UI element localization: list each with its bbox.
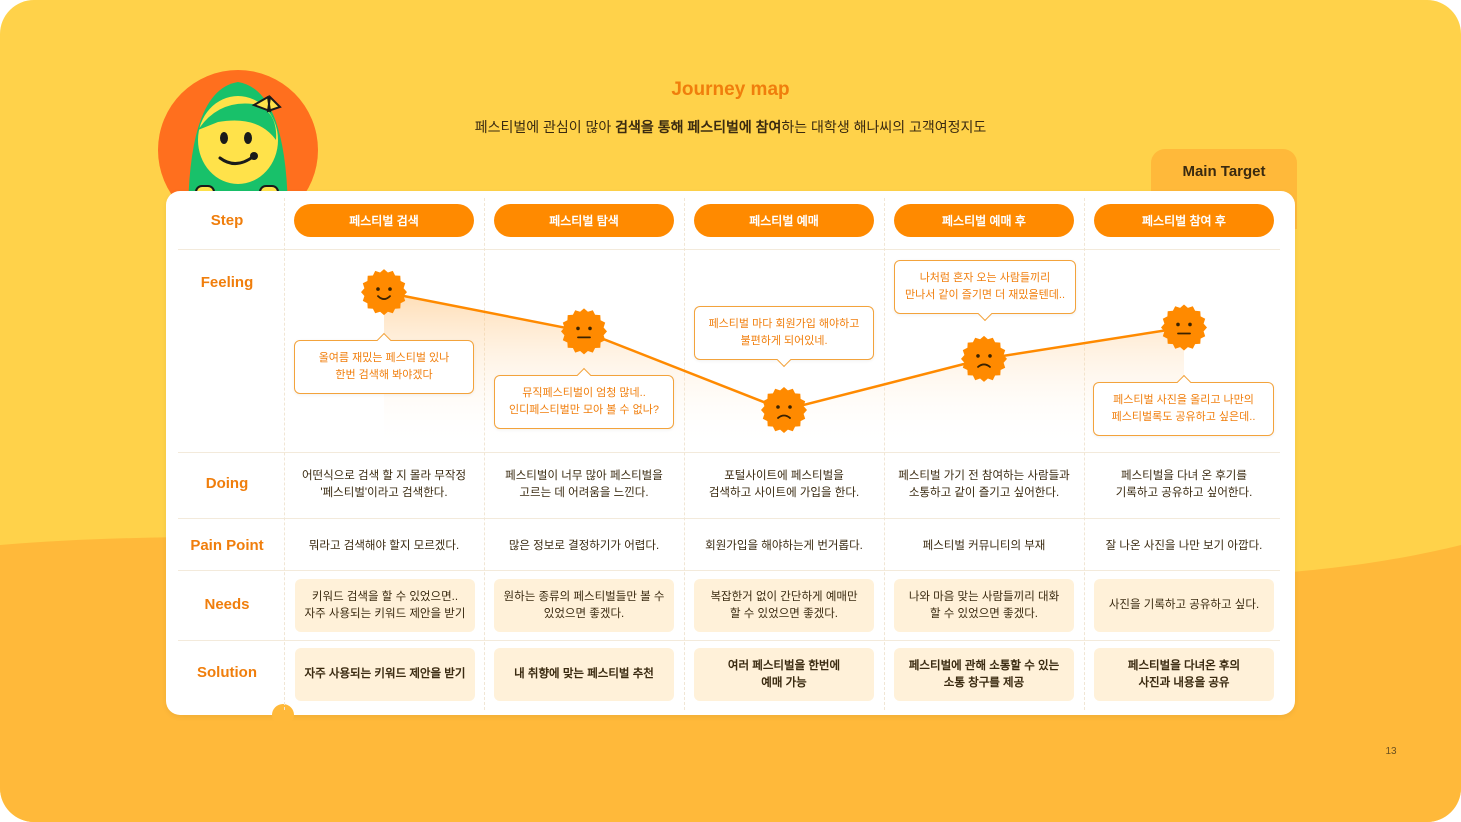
doing-cell: 페스티벌을 다녀 온 후기를 기록하고 공유하고 싶어한다. (1115, 470, 1253, 499)
row-label-feeling: Feeling (200, 274, 254, 291)
step-pill-after-booking: 페스티벌 예매 후 (894, 204, 1074, 237)
row-label-needs: Needs (204, 596, 250, 613)
row-divider (178, 640, 1280, 641)
pain-point-cell: 페스티벌 커뮤니티의 부재 (922, 539, 1046, 552)
feeling-bubble-after-booking: 나처럼 혼자 오는 사람들끼리 만나서 같이 즐기면 더 재밌을텐데.. (894, 260, 1076, 322)
feeling-bubble-search: 올여름 재밌는 페스티벌 있나 한번 검색해 봐야겠다 (294, 332, 474, 394)
doing-cell: 페스티벌이 너무 많아 페스티벌을 고르는 데 어려움을 느낀다. (505, 470, 663, 499)
page-subtitle: 페스티벌에 관심이 많아 검색을 통해 페스티벌에 참여하는 대학생 해나씨의 … (474, 119, 987, 135)
page-number: 13 (1385, 746, 1397, 757)
decorative-dot (272, 704, 294, 726)
row-label-step: Step (210, 212, 244, 229)
pain-point-cell: 잘 나온 사진을 나만 보기 아깝다. (1105, 539, 1263, 552)
solution-cell: 자주 사용되는 키워드 제안을 받기 (295, 648, 475, 701)
row-label-doing: Doing (205, 475, 249, 492)
row-divider (178, 518, 1280, 519)
neutral-face-icon (1161, 304, 1207, 351)
needs-cell: 나와 마음 맞는 사람들끼리 대화 할 수 있었으면 좋겠다. (894, 579, 1074, 632)
needs-cell: 키워드 검색을 할 수 있었으면.. 자주 사용되는 키워드 제안을 받기 (295, 579, 475, 632)
doing-cell: 포털사이트에 페스티벌을 검색하고 사이트에 가입을 한다. (708, 470, 860, 499)
doing-cell: 어떤식으로 검색 할 지 몰라 무작정 '페스티벌'이라고 검색한다. (301, 470, 467, 499)
solution-cell: 페스티벌에 관해 소통할 수 있는 소통 창구를 제공 (894, 648, 1074, 701)
column-divider (484, 198, 485, 710)
pain-point-cell: 회원가입을 해야하는게 번거롭다. (705, 539, 863, 552)
needs-cell: 복잡한거 없이 간단하게 예매만 할 수 있었으면 좋겠다. (694, 579, 874, 632)
row-divider (178, 570, 1280, 571)
pain-point-cell: 많은 정보로 결정하기가 어렵다. (508, 539, 660, 552)
neutral-face-icon (561, 308, 607, 355)
step-pill-booking: 페스티벌 예매 (694, 204, 874, 237)
frown-face-icon (961, 335, 1007, 382)
row-label-pain-point: Pain Point (190, 537, 264, 554)
row-divider (178, 249, 1280, 250)
solution-cell: 여러 페스티벌을 한번에 예매 가능 (694, 648, 874, 701)
row-label-solution: Solution (197, 664, 257, 681)
step-pill-explore: 페스티벌 탐색 (494, 204, 674, 237)
column-divider (1084, 198, 1085, 710)
column-divider (684, 198, 685, 710)
step-pill-after-event: 페스티벌 참여 후 (1094, 204, 1274, 237)
needs-cell: 사진을 기록하고 공유하고 싶다. (1094, 579, 1274, 632)
pain-point-cell: 뭐라고 검색해야 할지 모르겠다. (308, 539, 460, 552)
column-divider (284, 198, 285, 710)
needs-cell: 원하는 종류의 페스티벌들만 볼 수 있었으면 좋겠다. (494, 579, 674, 632)
doing-cell: 페스티벌 가기 전 참여하는 사람들과 소통하고 같이 즐기고 싶어한다. (898, 470, 1070, 499)
column-divider (884, 198, 885, 710)
frown-face-icon (761, 387, 807, 433)
row-divider (178, 452, 1280, 453)
page-title: Journey map (671, 79, 790, 100)
step-pill-search: 페스티벌 검색 (294, 204, 474, 237)
feeling-bubble-after-event: 페스티벌 사진을 올리고 나만의 페스티벌록도 공유하고 싶은데.. (1093, 374, 1274, 436)
solution-cell: 페스티벌을 다녀온 후의 사진과 내용을 공유 (1094, 648, 1274, 701)
solution-cell: 내 취향에 맞는 페스티벌 추천 (494, 648, 674, 701)
smile-face-icon (361, 269, 407, 316)
feeling-bubble-explore: 뮤직페스티벌이 엄청 많네.. 인디페스티벌만 모아 볼 수 없나? (494, 367, 674, 429)
feeling-bubble-booking: 페스티벌 마다 회원가입 해야하고 불편하게 되어있네. (694, 306, 874, 368)
